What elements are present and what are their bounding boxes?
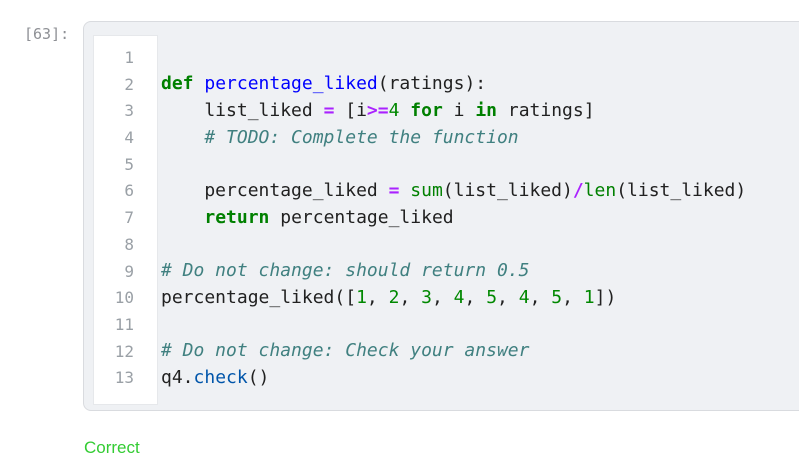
line-number: 6 xyxy=(124,181,134,201)
code-line[interactable] xyxy=(161,311,799,338)
code-cell[interactable]: 1 2 3 4 5 6 7 8 9 10 11 12 13 def percentage_liked(r… xyxy=(83,21,799,411)
token-num: 4 xyxy=(453,286,465,308)
token-pl: i xyxy=(442,99,476,121)
token-pl: (list_liked) xyxy=(616,180,747,202)
token-pl: ]) xyxy=(594,286,617,308)
code-line[interactable]: return percentage_liked xyxy=(161,205,799,232)
token-com: # TODO: Complete the function xyxy=(161,126,519,148)
code-line[interactable]: # Do not change: Check your answer xyxy=(161,338,799,365)
line-number: 12 xyxy=(114,341,134,361)
code-line[interactable]: # TODO: Complete the function xyxy=(161,125,799,152)
code-line[interactable]: q4.check() xyxy=(161,365,799,392)
token-com: # Do not change: Check your answer xyxy=(161,340,530,362)
token-pl xyxy=(194,73,205,94)
token-op: = xyxy=(323,99,335,121)
token-pl: (list_liked) xyxy=(442,180,573,202)
code-line[interactable]: percentage_liked([1, 2, 3, 4, 5, 4, 5, 1… xyxy=(161,285,799,312)
token-kw: return xyxy=(204,206,270,228)
token-kw: in xyxy=(475,99,498,121)
token-num: 5 xyxy=(486,286,498,308)
token-pl xyxy=(161,207,204,228)
token-pl: percentage_liked xyxy=(161,180,389,202)
token-pl: percentage_liked([ xyxy=(161,286,357,308)
line-number: 4 xyxy=(124,128,134,148)
line-number: 9 xyxy=(124,261,134,281)
token-pl: , xyxy=(366,286,389,308)
token-pl: q4. xyxy=(161,366,194,388)
line-number: 10 xyxy=(114,288,134,308)
line-number-gutter: 1 2 3 4 5 6 7 8 9 10 11 12 13 xyxy=(93,35,158,405)
token-pl xyxy=(399,100,410,121)
token-pl: , xyxy=(529,286,552,308)
line-number: 11 xyxy=(114,314,134,334)
token-prop: check xyxy=(193,366,248,388)
token-bi: sum xyxy=(410,180,443,202)
check-result: Correct xyxy=(84,438,140,457)
token-pl: percentage_liked xyxy=(269,206,454,228)
token-kw: def xyxy=(161,73,194,95)
line-number: 7 xyxy=(124,208,134,228)
token-pl: , xyxy=(399,286,422,308)
token-num: 1 xyxy=(583,286,595,308)
token-com: # Do not change: should return 0.5 xyxy=(161,260,530,282)
code-editor[interactable]: def percentage_liked(ratings): list_like… xyxy=(161,45,799,392)
token-op: = xyxy=(388,180,400,202)
token-pl: list_liked xyxy=(161,99,324,121)
token-num: 2 xyxy=(388,286,400,308)
token-pl: , xyxy=(431,286,454,308)
token-op: >= xyxy=(366,99,389,121)
line-number: 13 xyxy=(114,368,134,388)
token-pl: [i xyxy=(334,99,367,121)
token-fn: percentage_liked xyxy=(204,73,378,95)
token-kw: for xyxy=(410,99,443,121)
code-line[interactable] xyxy=(161,151,799,178)
token-op: / xyxy=(572,180,584,202)
token-num: 5 xyxy=(551,286,563,308)
code-line[interactable]: def percentage_liked(ratings): xyxy=(161,71,799,98)
token-pl: , xyxy=(464,286,487,308)
token-bi: len xyxy=(583,180,617,202)
code-line[interactable]: percentage_liked = sum(list_liked)/len(l… xyxy=(161,178,799,205)
code-line[interactable] xyxy=(161,45,799,72)
cell-execution-count: [63]: xyxy=(24,25,70,43)
line-number: 1 xyxy=(124,48,134,67)
token-pl: , xyxy=(497,286,519,308)
token-pl: () xyxy=(247,366,270,388)
token-num: 4 xyxy=(388,99,400,121)
line-number: 3 xyxy=(124,101,134,121)
code-line[interactable] xyxy=(161,231,799,258)
token-num: 1 xyxy=(356,286,367,308)
line-number: 5 xyxy=(124,154,134,174)
token-pl: , xyxy=(562,286,584,308)
token-pl xyxy=(399,180,410,201)
code-line[interactable]: # Do not change: should return 0.5 xyxy=(161,258,799,285)
token-num: 4 xyxy=(518,286,530,308)
line-number: 2 xyxy=(124,74,134,94)
token-num: 3 xyxy=(421,286,432,308)
token-pl: ratings] xyxy=(497,99,595,121)
line-number: 8 xyxy=(124,234,134,254)
token-pl: (ratings): xyxy=(377,73,487,95)
code-line[interactable]: list_liked = [i>=4 for i in ratings] xyxy=(161,98,799,125)
